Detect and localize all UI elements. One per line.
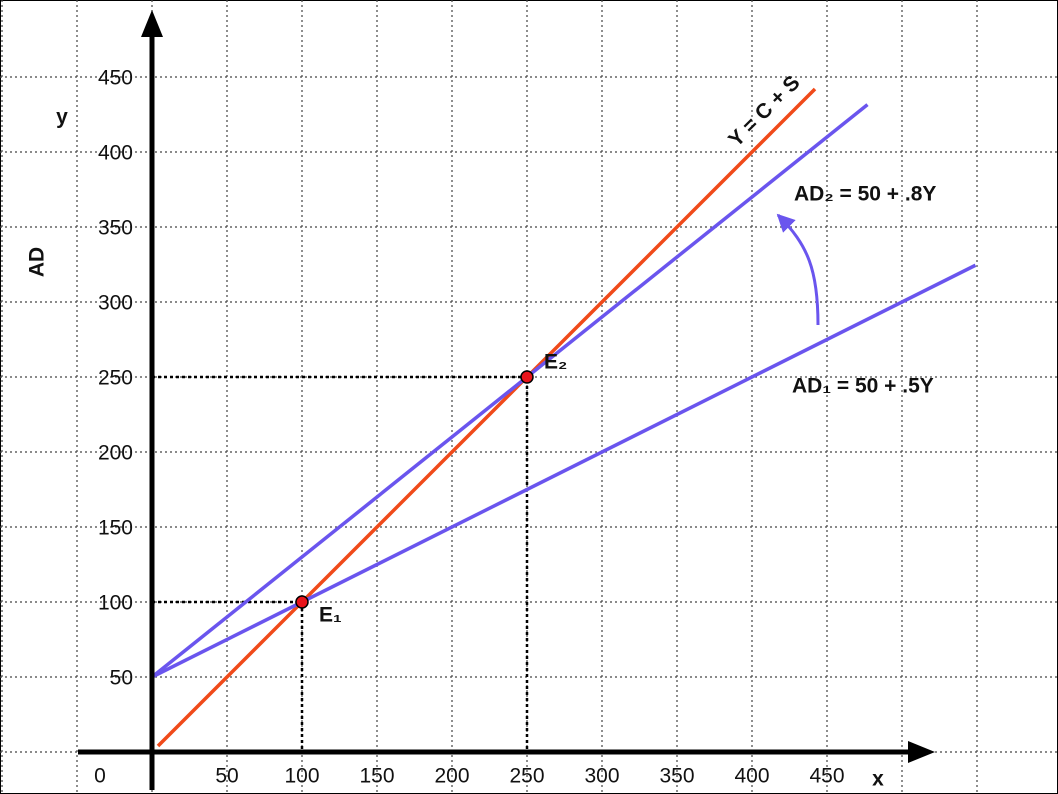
- y-axis-title: AD: [26, 247, 49, 277]
- series-line: [150, 103, 869, 679]
- shift-arrow: [776, 213, 820, 326]
- y-tick-label: 200: [98, 442, 133, 465]
- y-tick-label: 150: [98, 517, 133, 540]
- x-tick-label: 300: [584, 765, 619, 788]
- y-tick-label: 400: [98, 142, 133, 165]
- x-axis-label: x: [872, 768, 884, 791]
- x-tick-label: 100: [284, 765, 319, 788]
- y-axis-label: y: [56, 106, 68, 129]
- y-tick-label: 300: [98, 292, 133, 315]
- y-tick-label: 350: [98, 217, 133, 240]
- x-tick-label: 450: [809, 765, 844, 788]
- equilibrium-point: [520, 370, 534, 384]
- plot: [150, 87, 977, 748]
- series-label: AD₁ = 50 + .5Y: [792, 375, 934, 398]
- point-label: E₁: [319, 604, 342, 627]
- x-tick-label: 0: [94, 765, 106, 788]
- x-tick-label: 250: [509, 765, 544, 788]
- x-tick-label: 400: [734, 765, 769, 788]
- x-tick-label: 350: [659, 765, 694, 788]
- x-tick-label: 150: [359, 765, 394, 788]
- series-line: [156, 87, 817, 748]
- x-tick-label: 50: [215, 765, 238, 788]
- point-label: E₂: [544, 351, 567, 374]
- y-axis-arrow: [141, 10, 163, 37]
- x-axis-arrow: [908, 741, 935, 763]
- y-tick-label: 100: [98, 592, 133, 615]
- series-label: AD₂ = 50 + .8Y: [794, 183, 936, 206]
- y-tick-label: 450: [98, 67, 133, 90]
- y-tick-label: 50: [110, 667, 133, 690]
- series-line: [151, 263, 977, 679]
- y-tick-label: 250: [98, 367, 133, 390]
- x-tick-label: 200: [434, 765, 469, 788]
- equilibrium-point: [295, 595, 309, 609]
